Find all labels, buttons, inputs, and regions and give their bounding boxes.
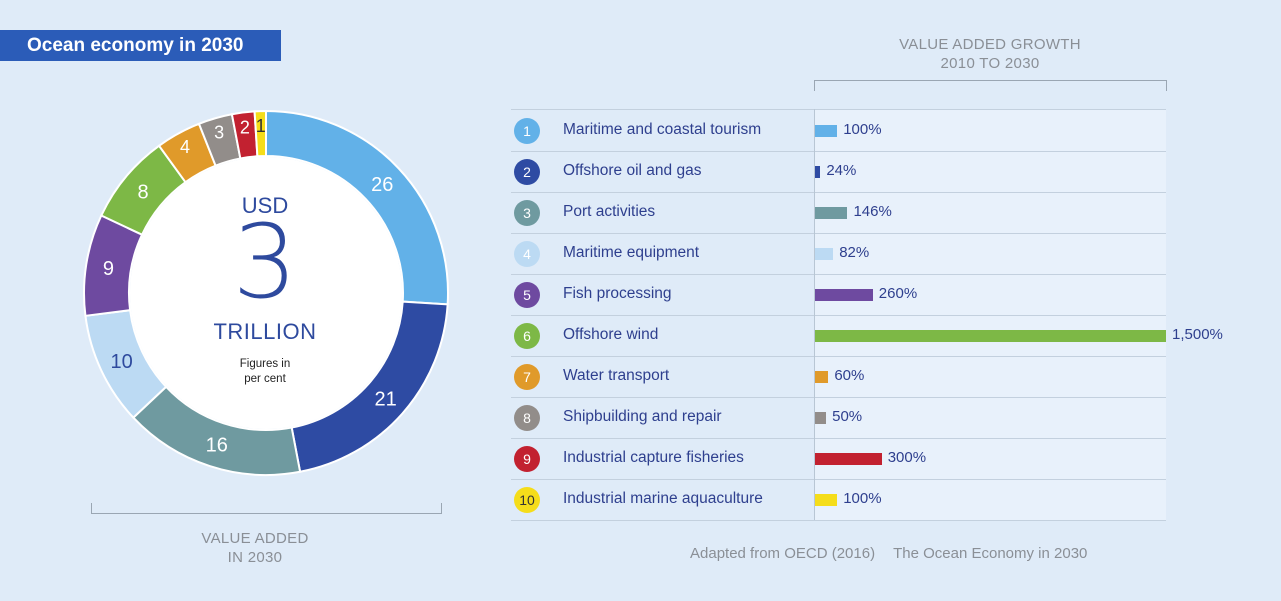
donut-slice-label: 1 xyxy=(256,116,266,136)
growth-bar xyxy=(815,248,834,260)
growth-bar-label: 82% xyxy=(839,244,870,261)
donut-slice xyxy=(253,109,267,158)
growth-bar xyxy=(815,453,882,465)
page-title: Ocean economy in 2030 xyxy=(0,30,281,61)
growth-caption-line2: 2010 TO 2030 xyxy=(940,55,1040,72)
table-row: 6 Offshore wind 1,500% xyxy=(511,315,1223,357)
table-row: 2 Offshore oil and gas 24% xyxy=(511,151,1166,193)
growth-bar xyxy=(815,371,829,383)
donut-center-note: Figures in per cent xyxy=(200,357,330,387)
growth-bar-label: 260% xyxy=(878,285,918,302)
table-row: 1 Maritime and coastal tourism 100% xyxy=(511,110,1166,152)
row-label: Fish processing xyxy=(563,285,672,302)
row-label: Maritime equipment xyxy=(563,244,700,261)
value-added-caption: VALUE ADDED IN 2030 xyxy=(155,529,355,567)
donut-slice-label: 8 xyxy=(138,181,149,203)
donut-center-amount: 3 xyxy=(232,203,298,322)
growth-bar xyxy=(815,412,827,424)
row-number-badge: 2 xyxy=(514,159,540,185)
growth-bar xyxy=(815,125,838,137)
table-top-line xyxy=(511,109,1166,110)
row-label: Industrial capture fisheries xyxy=(563,449,744,466)
row-number-badge: 6 xyxy=(514,323,540,349)
donut-center-currency: USD xyxy=(241,193,289,218)
row-number-badge: 1 xyxy=(514,118,540,144)
row-number-badge: 10 xyxy=(514,487,540,513)
bar-axis-line xyxy=(814,109,815,520)
row-number-badge: 7 xyxy=(514,364,540,390)
table-row: 7 Water transport 60% xyxy=(511,356,1166,398)
caption-line1: VALUE ADDED xyxy=(201,530,309,547)
left-bracket xyxy=(91,503,442,514)
growth-bar-label: 24% xyxy=(826,162,857,179)
row-label: Water transport xyxy=(563,367,670,384)
growth-bar-label: 100% xyxy=(843,490,882,507)
growth-bar-label: 100% xyxy=(843,121,882,138)
row-number-badge: 4 xyxy=(514,241,540,267)
donut-note-line2: per cent xyxy=(244,373,286,385)
table-row: 10 Industrial marine aquaculture 100% xyxy=(511,479,1166,521)
source-part1: Adapted from OECD (2016) xyxy=(690,545,876,562)
growth-bar-label: 300% xyxy=(887,449,927,466)
growth-bar-label: 1,500% xyxy=(1172,326,1223,343)
donut-slice-label: 21 xyxy=(375,388,397,410)
row-label: Port activities xyxy=(563,203,656,220)
row-label: Maritime and coastal tourism xyxy=(563,121,762,138)
growth-bar xyxy=(815,166,821,178)
growth-bar-label: 146% xyxy=(853,203,892,220)
table-row: 4 Maritime equipment 82% xyxy=(511,233,1166,275)
growth-bar xyxy=(815,207,848,219)
row-label: Offshore oil and gas xyxy=(563,162,702,179)
row-label: Shipbuilding and repair xyxy=(563,408,722,425)
growth-caption: VALUE ADDED GROWTH 2010 TO 2030 xyxy=(815,35,1165,73)
donut-slice-label: 3 xyxy=(214,123,224,143)
growth-bar-label: 60% xyxy=(834,367,865,384)
table-row: 9 Industrial capture fisheries 300% xyxy=(511,438,1166,480)
donut-slice-label: 16 xyxy=(206,435,228,457)
donut-slice-label: 2 xyxy=(240,117,250,137)
growth-caption-line1: VALUE ADDED GROWTH xyxy=(899,36,1081,53)
donut-hole xyxy=(130,157,402,429)
growth-bar-label: 50% xyxy=(832,408,863,425)
growth-bar xyxy=(815,330,1166,342)
row-number-badge: 5 xyxy=(514,282,540,308)
source-part2: The Ocean Economy in 2030 xyxy=(893,545,1088,562)
growth-bar xyxy=(815,494,838,506)
bar-area-background xyxy=(814,109,1166,520)
donut-slice-label: 9 xyxy=(103,258,114,280)
donut-note-line1: Figures in xyxy=(239,358,291,370)
growth-bar xyxy=(815,289,873,301)
table-row: 8 Shipbuilding and repair 50% xyxy=(511,397,1166,439)
right-bracket xyxy=(814,80,1167,91)
donut-slice-label: 4 xyxy=(180,137,190,157)
donut-slice-label: 10 xyxy=(111,351,133,373)
row-number-badge: 9 xyxy=(514,446,540,472)
source-note: Adapted from OECD (2016) The Ocean Econom… xyxy=(690,545,1087,562)
row-label: Industrial marine aquaculture xyxy=(563,490,763,507)
donut-center-unit: TRILLION xyxy=(213,319,317,344)
donut-slice-label: 26 xyxy=(371,174,393,196)
row-number-badge: 3 xyxy=(514,200,540,226)
table-row: 5 Fish processing 260% xyxy=(511,274,1166,316)
row-label: Offshore wind xyxy=(563,326,659,343)
table-row: 3 Port activities 146% xyxy=(511,192,1166,234)
row-number-badge: 8 xyxy=(514,405,540,431)
caption-line2: IN 2030 xyxy=(227,549,283,566)
